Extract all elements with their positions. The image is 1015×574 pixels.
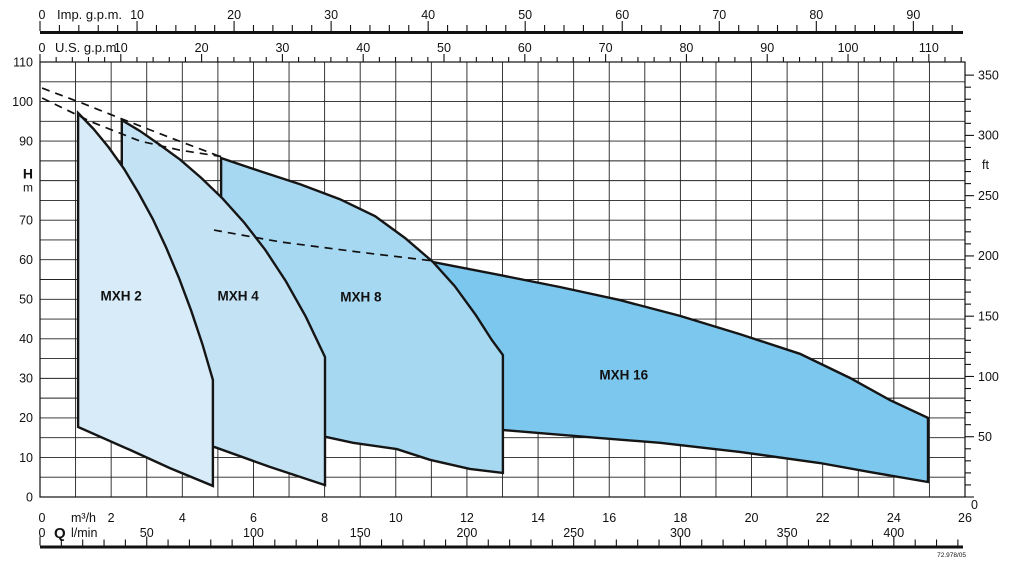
axis-tick-label: 100 bbox=[978, 370, 999, 384]
axis-tick-label: 60 bbox=[518, 41, 532, 55]
region-mxh-16 bbox=[431, 260, 930, 484]
axis-tick-label: 200 bbox=[456, 526, 477, 540]
axis-tick-label: 250 bbox=[563, 526, 584, 540]
axis-tick-label: 10 bbox=[19, 451, 33, 465]
axis-tick-label: 80 bbox=[679, 41, 693, 55]
axis-tick-label: 70 bbox=[19, 213, 33, 227]
axis-tick-label: 12 bbox=[460, 511, 474, 525]
axis-tick-label: 0 bbox=[39, 526, 46, 540]
axis-tick-label: 30 bbox=[275, 41, 289, 55]
region-mxh-2 bbox=[76, 110, 215, 488]
axis-tick-label: 80 bbox=[809, 8, 823, 22]
axis-tick-label: 2 bbox=[108, 511, 115, 525]
axis-tick-label: 6 bbox=[250, 511, 257, 525]
axis-tick-label: 250 bbox=[978, 189, 999, 203]
axis-tick-label: 100 bbox=[12, 95, 33, 109]
axis-tick-label: 70 bbox=[712, 8, 726, 22]
axis-tick-label: 90 bbox=[906, 8, 920, 22]
axis-tick-label: 40 bbox=[19, 332, 33, 346]
axis-tick-label: 150 bbox=[978, 309, 999, 323]
axis-tick-label: 350 bbox=[777, 526, 798, 540]
axis-tick-label: 70 bbox=[599, 41, 613, 55]
axis-title-imp-gpm: Imp. g.p.m. bbox=[57, 7, 122, 22]
axis-tick-label: 20 bbox=[745, 511, 759, 525]
axis-tick-label: 20 bbox=[195, 41, 209, 55]
axis-tick-label: 0 bbox=[39, 511, 46, 525]
catalog-reference-note: 72.978/05 bbox=[937, 552, 966, 559]
axis-tick-label: 400 bbox=[883, 526, 904, 540]
axis-tick-label: 4 bbox=[179, 511, 186, 525]
region-label-mxh-8: MXH 8 bbox=[340, 289, 382, 304]
axis-tick-label: 50 bbox=[518, 8, 532, 22]
axis-tick-label: 110 bbox=[13, 55, 33, 69]
axis-tick-label: 350 bbox=[978, 68, 999, 82]
region-labels: MXH 2 MXH 4 MXH 8 MXH 16 bbox=[100, 289, 648, 383]
axis-title-m3h: m³/h bbox=[71, 511, 96, 525]
axis-tick-label: 20 bbox=[19, 411, 33, 425]
axis-tick-label: 30 bbox=[324, 8, 338, 22]
region-label-mxh-2: MXH 2 bbox=[100, 289, 141, 304]
axis-title-lmin: l/min bbox=[71, 526, 97, 540]
axis-unit-m: m bbox=[23, 181, 33, 195]
axis-tick-label: 60 bbox=[615, 8, 629, 22]
axis-tick-label: 26 bbox=[958, 511, 972, 525]
axis-tick-label: 10 bbox=[130, 8, 144, 22]
axis-tick-label: 40 bbox=[421, 8, 435, 22]
axis-tick-label: 300 bbox=[978, 129, 999, 143]
axis-title-head: H bbox=[23, 166, 33, 182]
axis-tick-label: 50 bbox=[437, 41, 451, 55]
axis-tick-label: 0 bbox=[39, 41, 46, 55]
axis-us-gpm: 0 U.S. g.p.m.10 20 30 40 50 60 70 80 90 100 110 bbox=[39, 40, 962, 62]
axis-tick-label: 150 bbox=[350, 526, 371, 540]
axis-tick-label: 100 bbox=[243, 526, 264, 540]
axis-title-ft: ft bbox=[982, 158, 989, 172]
axis-tick-label: 90 bbox=[19, 134, 33, 148]
axis-tick-label: 200 bbox=[978, 249, 999, 263]
region-label-mxh-16: MXH 16 bbox=[599, 367, 648, 382]
axis-head-ft: 0 50 100 150 200 250 300 350 ft bbox=[965, 68, 999, 512]
axis-head-m: 0 10 20 30 40 50 60 70 90 100 110 Hm bbox=[12, 55, 33, 504]
axis-tick-label: 50 bbox=[978, 430, 992, 444]
axis-tick-label: 30 bbox=[19, 372, 33, 386]
axis-tick-label: 10 bbox=[389, 511, 403, 525]
axis-tick-label: 24 bbox=[887, 511, 901, 525]
axis-title-us-gpm: U.S. g.p.m. bbox=[55, 40, 120, 55]
axis-tick-label: 0 bbox=[39, 8, 46, 22]
axis-tick-label: 22 bbox=[816, 511, 830, 525]
dashed-upper-guide bbox=[41, 87, 222, 158]
axis-tick-label: 10 bbox=[114, 41, 128, 55]
axis-tick-label: 60 bbox=[19, 253, 33, 267]
axis-imp-gpm: 0 Imp. g.p.m. 10 20 30 40 50 60 70 80 90 bbox=[39, 7, 963, 34]
axis-tick-label: 300 bbox=[670, 526, 691, 540]
axis-tick-label: 0 bbox=[971, 498, 978, 512]
axis-tick-label: 16 bbox=[602, 511, 616, 525]
axis-tick-label: 50 bbox=[140, 526, 154, 540]
axis-tick-label: 110 bbox=[919, 41, 939, 55]
axis-tick-label: 100 bbox=[838, 41, 859, 55]
axis-tick-label: 90 bbox=[760, 41, 774, 55]
pump-regions bbox=[76, 110, 930, 488]
axis-title-q: Q bbox=[54, 525, 66, 542]
axis-tick-label: 40 bbox=[356, 41, 370, 55]
catalog-reference-text: 72.978/05 bbox=[937, 552, 966, 559]
axis-tick-label: 14 bbox=[531, 511, 545, 525]
dashed-guide-curves bbox=[41, 87, 434, 262]
axis-tick-label: 18 bbox=[673, 511, 687, 525]
axis-tick-label: 0 bbox=[26, 490, 33, 504]
region-label-mxh-4: MXH 4 bbox=[218, 289, 260, 304]
axis-tick-label: 8 bbox=[321, 511, 328, 525]
axis-tick-label: 20 bbox=[227, 8, 241, 22]
dashed-middle-guide bbox=[213, 229, 434, 262]
axis-tick-label: 50 bbox=[19, 293, 33, 307]
